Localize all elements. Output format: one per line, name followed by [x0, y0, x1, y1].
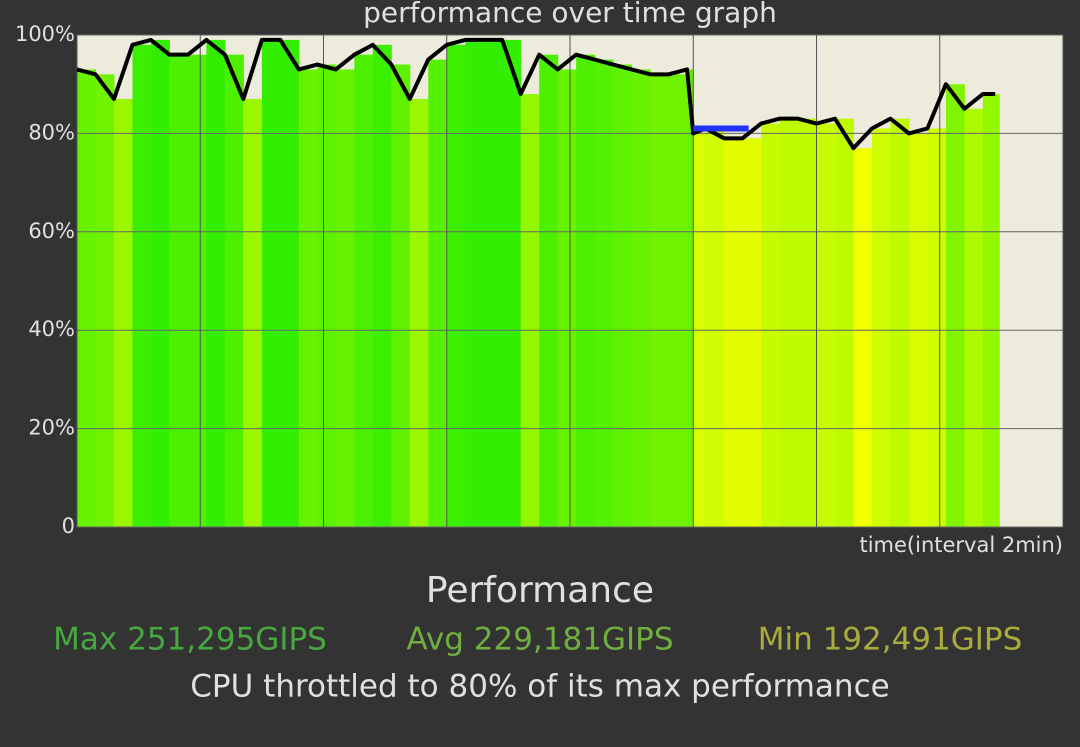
area-column — [317, 64, 337, 528]
area-column — [927, 128, 947, 528]
area-column — [224, 54, 244, 528]
y-tick-label: 60% — [28, 219, 75, 243]
area-column — [594, 59, 614, 527]
area-column — [668, 74, 688, 528]
y-tick-label: 20% — [28, 416, 75, 440]
area-column — [113, 98, 133, 528]
area-column — [724, 138, 744, 527]
min-stat: Min 192,491GIPS — [758, 622, 1023, 658]
area-column — [982, 94, 996, 527]
area-column — [761, 123, 781, 527]
area-column — [742, 138, 762, 527]
x-axis-label: time(interval 2min) — [859, 533, 1063, 557]
area-column — [261, 39, 281, 528]
area-column — [465, 39, 485, 528]
y-tick-label: 0 — [62, 514, 75, 538]
avg-stat: Avg 229,181GIPS — [407, 622, 674, 658]
area-column — [834, 118, 854, 527]
area-column — [539, 54, 559, 528]
area-column — [243, 98, 263, 528]
area-column — [995, 94, 1000, 527]
area-column — [372, 44, 392, 528]
area-column — [964, 108, 984, 528]
area-column — [779, 118, 799, 527]
area-column — [650, 74, 670, 528]
area-column — [391, 64, 411, 528]
y-tick-label: 40% — [28, 317, 75, 341]
area-column — [280, 39, 300, 528]
y-tick-label: 80% — [28, 120, 75, 144]
area-column — [687, 69, 694, 527]
area-column — [890, 118, 910, 527]
area-column — [502, 39, 522, 528]
y-tick-label: 100% — [15, 22, 75, 46]
area-column — [187, 54, 207, 528]
area-column — [150, 39, 170, 528]
area-column — [816, 123, 836, 527]
area-column — [871, 128, 891, 528]
area-column — [206, 39, 226, 528]
area-column — [95, 74, 115, 528]
area-column — [169, 54, 189, 528]
throttle-note: CPU throttled to 80% of its max performa… — [190, 669, 889, 705]
area-column — [631, 69, 651, 527]
area-column — [798, 118, 817, 527]
area-column — [705, 128, 725, 528]
area-column — [77, 69, 96, 527]
area-column — [853, 148, 873, 527]
area-column — [354, 54, 374, 528]
area-column — [483, 39, 503, 528]
area-column — [428, 59, 448, 527]
area-column — [557, 69, 577, 527]
area-column — [520, 94, 540, 527]
summary-heading: Performance — [426, 570, 654, 611]
area-column — [945, 84, 965, 527]
area-column — [409, 98, 429, 528]
area-column — [298, 69, 318, 527]
area-column — [132, 44, 152, 528]
series-line — [76, 37, 996, 151]
max-stat: Max 251,295GIPS — [53, 622, 327, 658]
area-column — [446, 44, 466, 528]
area-column — [576, 54, 596, 528]
area-column — [613, 64, 633, 528]
chart-title: performance over time graph — [363, 0, 777, 29]
area-column — [335, 69, 355, 527]
